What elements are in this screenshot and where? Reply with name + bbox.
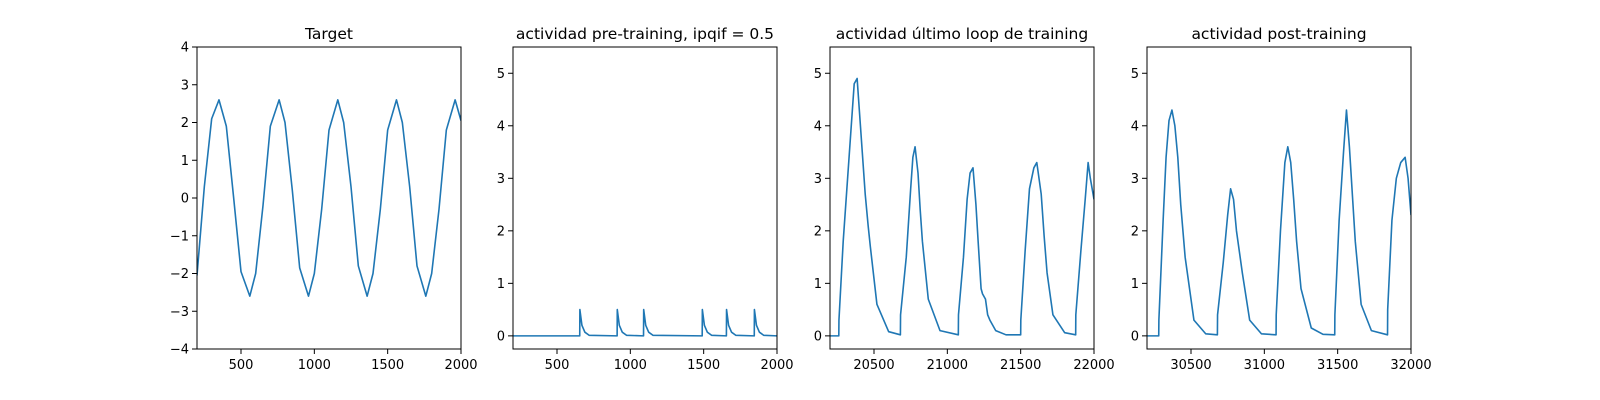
x-tick-label: 31500 [1317,358,1358,373]
x-tick-label: 1500 [371,358,404,373]
y-tick-label: 3 [497,172,505,187]
series-line-1 [197,99,461,297]
y-tick-label: 0 [1131,329,1139,344]
x-tick-label: 1500 [687,358,720,373]
x-tick-label: 500 [229,358,254,373]
x-tick-label: 20500 [853,358,894,373]
y-tick-label: −2 [170,267,189,282]
x-tick-label: 21000 [927,358,968,373]
axes-frame [829,46,1095,350]
y-tick-label: 4 [1131,119,1139,134]
y-tick-label: −1 [170,229,189,244]
y-tick-label: 5 [814,67,822,82]
axes-frame [512,46,778,350]
y-tick-label: 3 [814,172,822,187]
x-tick-label: 500 [545,358,570,373]
x-tick-label: 2000 [760,358,793,373]
y-tick-label: 1 [181,154,189,169]
y-tick-label: 1 [497,277,505,292]
y-tick-label: 0 [181,192,189,207]
x-tick-label: 21500 [1000,358,1041,373]
y-tick-label: 0 [497,329,505,344]
y-tick-label: 0 [814,329,822,344]
series-line-1 [830,77,1094,337]
chart-title: actividad último loop de training [836,25,1088,43]
chart-panel-2: 500 1000 1500 2000 0 1 2 3 4 5 actividad pre-train… [497,25,794,373]
x-tick-label: 1000 [614,358,647,373]
x-tick-label: 1000 [298,358,331,373]
chart-title: actividad post-training [1191,25,1366,43]
y-tick-label: 1 [1131,277,1139,292]
y-tick-label: 2 [814,224,822,239]
y-tick-label: 5 [497,67,505,82]
y-tick-label: 3 [181,78,189,93]
chart-panel-4: 30500 31000 31500 32000 0 1 2 3 4 5 actividad post… [1131,25,1432,373]
y-tick-label: 1 [814,277,822,292]
y-tick-label: 3 [1131,172,1139,187]
series-line-1 [1147,109,1411,337]
x-tick-label: 31000 [1244,358,1285,373]
x-tick-label: 22000 [1073,358,1114,373]
chart-panel-3: 20500 21000 21500 22000 0 1 2 3 4 5 actividad últi… [814,25,1115,373]
y-tick-label: 4 [181,41,189,56]
y-tick-label: 2 [497,224,505,239]
y-tick-label: 5 [1131,67,1139,82]
chart-title: actividad pre-training, ipqif = 0.5 [516,25,774,43]
y-tick-label: 4 [497,119,505,134]
y-tick-label: −4 [170,343,189,358]
y-tick-label: 4 [814,119,822,134]
y-tick-label: 2 [181,116,189,131]
chart-panel-1: 500 1000 1500 2000 −4 −3 −2 −1 0 1 2 3 4 Target [170,25,478,373]
series-line-1 [513,308,777,337]
x-tick-label: 32000 [1390,358,1431,373]
chart-title: Target [304,25,353,43]
x-tick-label: 2000 [444,358,477,373]
x-tick-label: 30500 [1170,358,1211,373]
axes-frame [1146,46,1412,350]
y-tick-label: 2 [1131,224,1139,239]
y-tick-label: −3 [170,305,189,320]
